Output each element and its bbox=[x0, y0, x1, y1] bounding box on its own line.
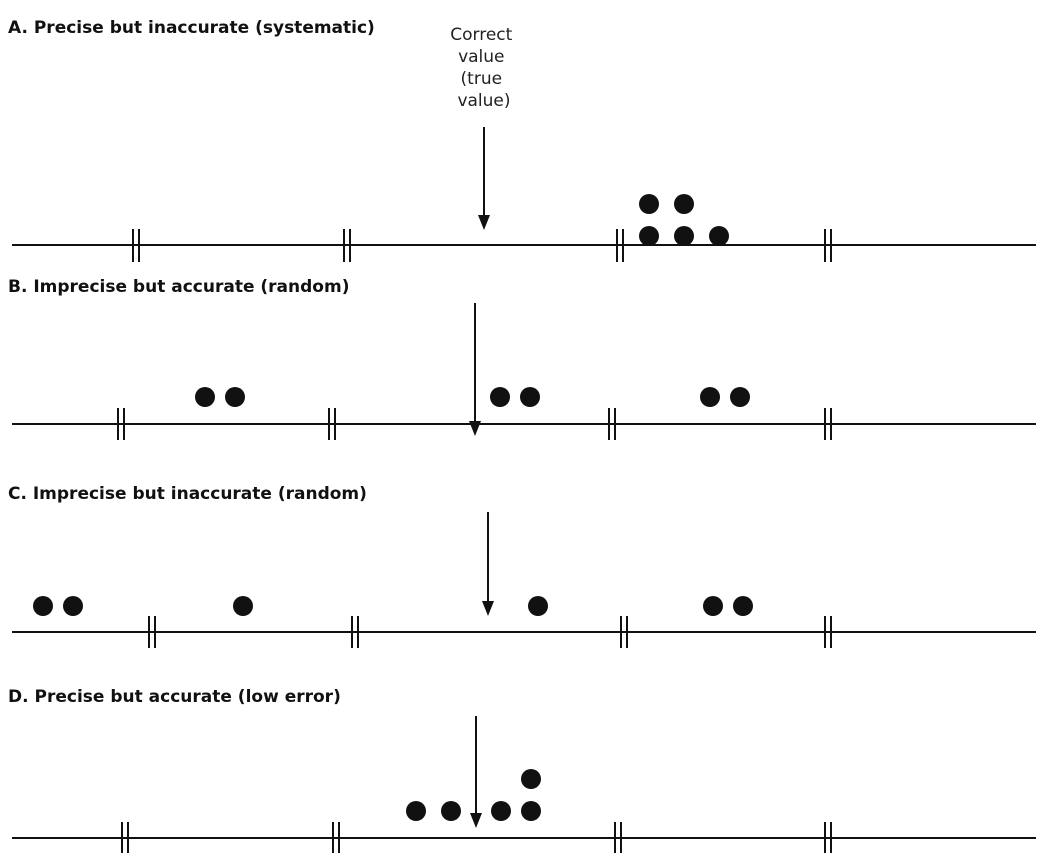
measurement-point bbox=[406, 801, 426, 821]
true-value-arrowhead bbox=[478, 215, 490, 230]
measurement-point bbox=[528, 596, 548, 616]
panel-c: C. Imprecise but inaccurate (random) bbox=[8, 484, 1036, 648]
panel-a: A. Precise but inaccurate (systematic) C… bbox=[8, 18, 1036, 262]
break-mark bbox=[351, 616, 359, 648]
break-mark bbox=[620, 616, 628, 648]
measurement-point bbox=[195, 387, 215, 407]
panel-b: B. Imprecise but accurate (random) bbox=[8, 277, 1036, 440]
measurement-point bbox=[733, 596, 753, 616]
measurement-points bbox=[33, 596, 753, 616]
break-mark bbox=[824, 408, 832, 440]
panel-a-title: A. Precise but inaccurate (systematic) bbox=[8, 18, 375, 38]
break-mark bbox=[824, 822, 832, 853]
measurement-point bbox=[521, 769, 541, 789]
correct-value-line-1: Correct bbox=[450, 25, 512, 45]
true-value-arrowhead bbox=[482, 601, 494, 616]
measurement-points bbox=[406, 769, 541, 821]
correct-value-line-3: (true bbox=[461, 69, 503, 89]
measurement-point bbox=[225, 387, 245, 407]
measurement-point bbox=[441, 801, 461, 821]
break-mark bbox=[616, 229, 624, 262]
panel-d-title: D. Precise but accurate (low error) bbox=[8, 687, 341, 707]
break-mark bbox=[608, 408, 616, 440]
correct-value-label: Correct value (true value) bbox=[450, 25, 517, 111]
break-mark bbox=[132, 229, 140, 262]
panel-d: D. Precise but accurate (low error) bbox=[8, 687, 1036, 853]
break-mark bbox=[824, 229, 832, 262]
measurement-point bbox=[233, 596, 253, 616]
measurement-points bbox=[639, 194, 729, 246]
correct-value-line-4: value) bbox=[457, 91, 510, 111]
measurement-point bbox=[520, 387, 540, 407]
measurement-point bbox=[63, 596, 83, 616]
panel-c-title: C. Imprecise but inaccurate (random) bbox=[8, 484, 367, 504]
break-mark bbox=[117, 408, 125, 440]
break-mark bbox=[824, 616, 832, 648]
measurement-points bbox=[195, 387, 750, 407]
measurement-point bbox=[674, 194, 694, 214]
measurement-point bbox=[700, 387, 720, 407]
break-mark bbox=[328, 408, 336, 440]
measurement-point bbox=[703, 596, 723, 616]
measurement-point bbox=[490, 387, 510, 407]
measurement-point bbox=[730, 387, 750, 407]
measurement-point bbox=[674, 226, 694, 246]
break-mark bbox=[121, 822, 129, 853]
correct-value-line-2: value bbox=[458, 47, 504, 67]
measurement-point bbox=[639, 194, 659, 214]
panel-b-title: B. Imprecise but accurate (random) bbox=[8, 277, 349, 297]
measurement-point bbox=[33, 596, 53, 616]
measurement-point bbox=[491, 801, 511, 821]
break-mark bbox=[332, 822, 340, 853]
measurement-point bbox=[709, 226, 729, 246]
break-mark bbox=[343, 229, 351, 262]
measurement-point bbox=[521, 801, 541, 821]
true-value-arrowhead bbox=[470, 813, 482, 828]
measurement-point bbox=[639, 226, 659, 246]
break-mark bbox=[614, 822, 622, 853]
break-mark bbox=[148, 616, 156, 648]
